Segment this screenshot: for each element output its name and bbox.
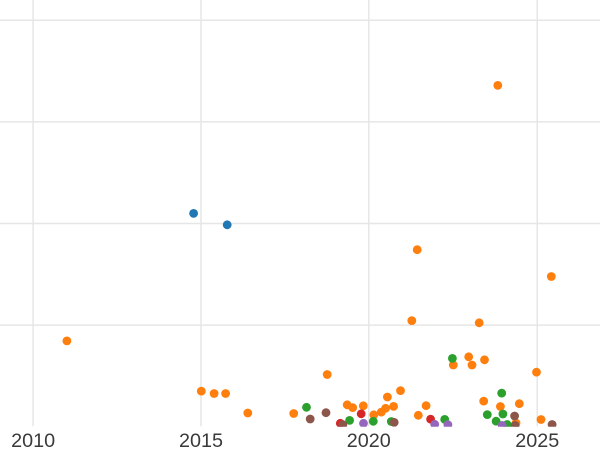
svg-text:2025: 2025 [515,430,559,450]
svg-text:2020: 2020 [347,430,391,450]
svg-text:2010: 2010 [11,430,55,450]
svg-text:2015: 2015 [179,430,223,450]
